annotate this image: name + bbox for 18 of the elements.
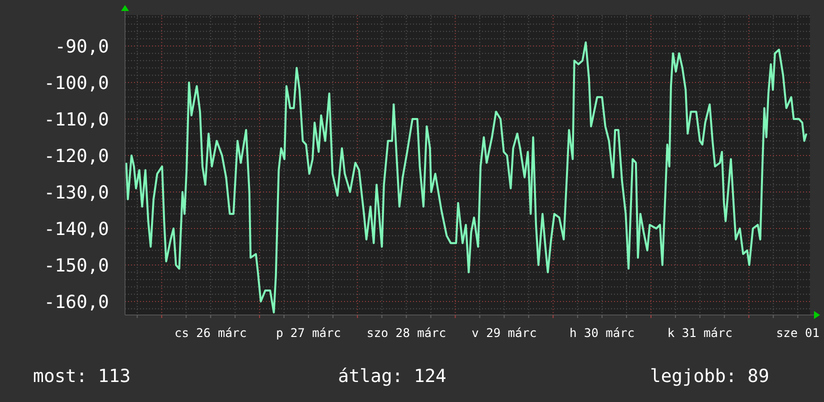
y-tick-label: -90,0 (54, 36, 109, 58)
x-tick-label: v 29 márc (472, 326, 537, 340)
x-tick-label: h 30 márc (570, 326, 635, 340)
y-tick-label: -120,0 (44, 146, 109, 167)
x-tick-label: p 27 márc (276, 326, 341, 340)
x-tick-label: k 31 márc (667, 326, 732, 340)
x-tick-label: szo 28 márc (366, 326, 446, 340)
y-tick-label: -140,0 (44, 218, 109, 240)
text: legjobb: 89 (650, 366, 770, 387)
y-tick-label: -100,0 (44, 72, 109, 94)
y-tick-label: -130,0 (44, 182, 109, 204)
text: átlag: 124 (338, 366, 446, 387)
text: most: 113 (33, 366, 131, 387)
y-tick-label: -150,0 (44, 255, 109, 276)
x-tick-label: sze 01 (776, 326, 820, 340)
x-tick-label: cs 26 márc (174, 326, 247, 340)
y-tick-label: -110,0 (44, 109, 109, 130)
y-tick-label: -160,0 (44, 292, 109, 313)
